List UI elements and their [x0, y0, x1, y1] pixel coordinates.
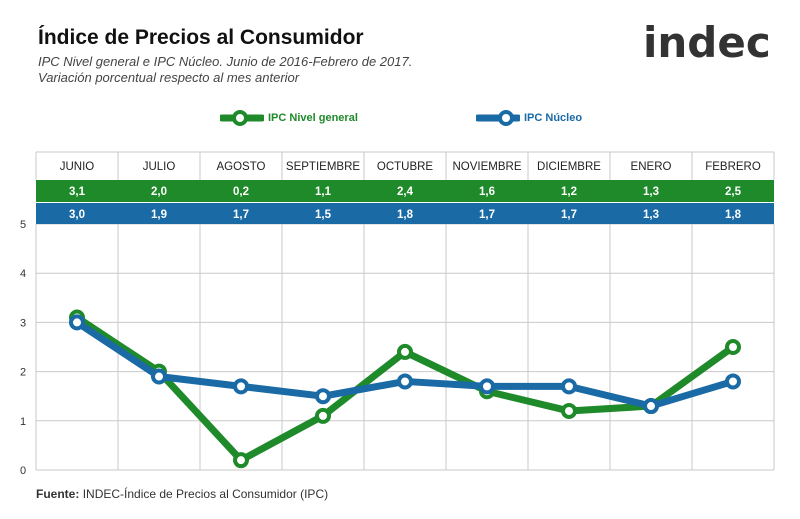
chart-legend: IPC Nivel general IPC Núcleo — [0, 106, 800, 130]
subtitle-line-1: IPC Nivel general e IPC Núcleo. Junio de… — [38, 54, 413, 69]
data-point-nivel-general — [725, 339, 741, 355]
values-row-nivel-general — [36, 180, 774, 202]
source-label: Fuente: — [36, 487, 80, 501]
data-label-nivel-general: 1,2 — [561, 186, 577, 198]
data-label-nucleo: 1,3 — [643, 209, 659, 221]
data-point-nucleo — [69, 314, 85, 331]
chart-title: Índice de Precios al Consumidor — [38, 26, 364, 49]
legend-swatch-blue — [476, 110, 520, 126]
y-tick-label: 0 — [20, 465, 26, 477]
data-label-nucleo: 1,7 — [233, 209, 249, 221]
data-point-nucleo — [397, 373, 413, 390]
chart-subtitle: IPC Nivel general e IPC Núcleo. Junio de… — [38, 54, 412, 86]
data-point-nivel-general — [233, 452, 249, 469]
legend-item-nucleo: IPC Núcleo — [476, 106, 582, 130]
x-tick-label: AGOSTO — [217, 161, 266, 173]
y-tick-label: 5 — [20, 219, 26, 231]
subtitle-line-2: Variación porcentual respecto al mes ant… — [38, 70, 300, 85]
data-point-nivel-general — [315, 407, 331, 424]
indec-logo: indec — [643, 18, 771, 67]
data-label-nivel-general: 1,6 — [479, 186, 495, 198]
data-point-nivel-general — [397, 343, 413, 360]
data-point-nucleo — [643, 398, 659, 415]
data-label-nucleo: 1,8 — [397, 209, 414, 221]
data-label-nivel-general: 1,1 — [315, 186, 332, 198]
data-label-nivel-general: 0,2 — [233, 186, 249, 198]
data-label-nucleo: 1,8 — [725, 209, 742, 221]
x-tick-label: SEPTIEMBRE — [286, 161, 360, 173]
x-tick-label: JUNIO — [60, 161, 95, 173]
data-label-nucleo: 1,9 — [151, 209, 167, 221]
data-label-nivel-general: 2,4 — [397, 186, 414, 198]
x-tick-label: NOVIEMBRE — [452, 161, 521, 173]
data-point-nucleo — [151, 368, 167, 385]
x-tick-label: ENERO — [631, 161, 672, 173]
y-tick-label: 2 — [20, 367, 26, 379]
data-label-nivel-general: 1,3 — [643, 186, 659, 198]
x-tick-label: JULIO — [143, 161, 176, 173]
y-tick-label: 1 — [20, 416, 26, 428]
data-point-nucleo — [479, 378, 495, 395]
y-tick-label: 4 — [20, 268, 26, 280]
data-label-nivel-general: 3,1 — [69, 186, 86, 198]
y-tick-label: 3 — [20, 317, 26, 329]
source-text: INDEC-Índice de Precios al Consumidor (I… — [82, 487, 329, 501]
x-tick-label: DICIEMBRE — [537, 161, 601, 173]
data-label-nivel-general: 2,0 — [151, 186, 167, 198]
data-label-nucleo: 1,7 — [479, 209, 495, 221]
legend-swatch-green — [220, 110, 264, 126]
data-label-nucleo: 1,7 — [561, 209, 577, 221]
legend-item-nivel-general: IPC Nivel general — [220, 106, 358, 130]
data-point-nucleo — [561, 378, 577, 395]
values-row-nucleo — [36, 203, 774, 224]
x-tick-label: OCTUBRE — [377, 161, 434, 173]
x-tick-label: FEBRERO — [705, 161, 761, 173]
source-note: Fuente: INDEC-Índice de Precios al Consu… — [36, 487, 328, 501]
data-label-nivel-general: 2,5 — [725, 186, 742, 198]
legend-label-nucleo: IPC Núcleo — [524, 112, 583, 124]
data-label-nucleo: 1,5 — [315, 209, 332, 221]
data-point-nivel-general — [561, 402, 577, 419]
data-point-nucleo — [725, 373, 741, 390]
data-point-nucleo — [233, 378, 249, 395]
data-label-nucleo: 3,0 — [69, 209, 85, 221]
data-point-nucleo — [315, 388, 331, 405]
legend-label-nivel-general: IPC Nivel general — [268, 112, 358, 124]
